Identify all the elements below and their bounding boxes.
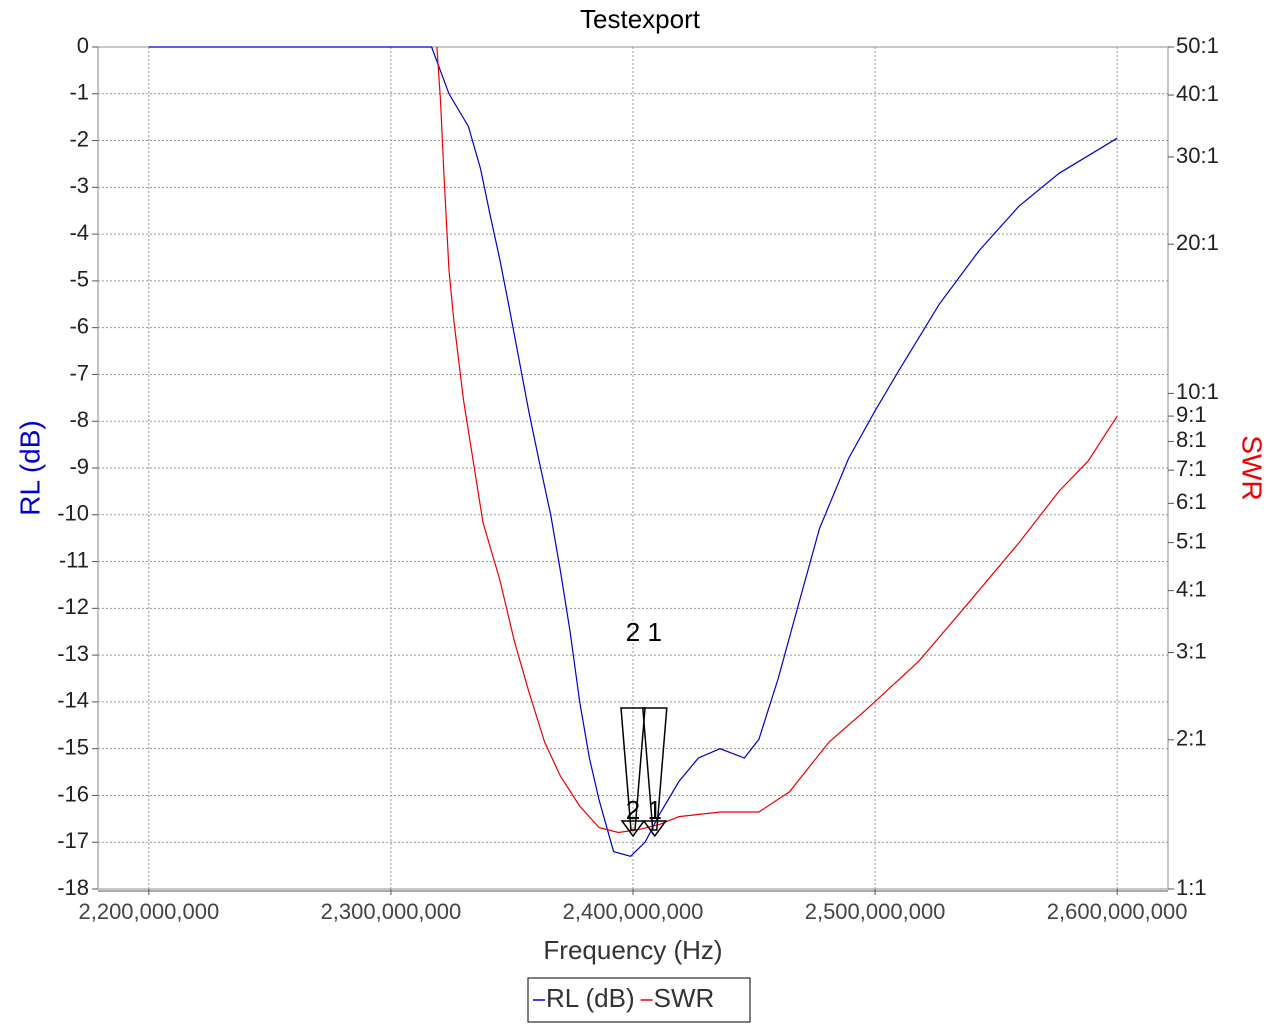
x-tick-label: 2,200,000,000 (78, 899, 219, 924)
y2-tick-label: 20:1 (1176, 230, 1219, 255)
y-tick-label: -7 (69, 360, 89, 385)
legend-label: RL (dB) (546, 983, 635, 1013)
y-tick-label: -9 (69, 454, 89, 479)
y2-tick-label: 7:1 (1176, 456, 1207, 481)
chart-title: Testexport (580, 4, 701, 34)
y2-tick-label: 1:1 (1176, 875, 1207, 900)
y-tick-label: -18 (57, 875, 89, 900)
y2-tick-label: 8:1 (1176, 427, 1207, 452)
marker-triangle (642, 820, 668, 838)
y-tick-label: -11 (59, 547, 89, 572)
y2-tick-label: 30:1 (1176, 143, 1219, 168)
y2-tick-label: 9:1 (1176, 402, 1207, 427)
legend-box (527, 977, 751, 1023)
x-tick-label: 2,300,000,000 (321, 899, 462, 924)
x-tick-label: 2,500,000,000 (805, 899, 946, 924)
marker-triangle (620, 820, 646, 838)
y2-tick-label: 5:1 (1176, 528, 1207, 553)
marker-flag (641, 707, 668, 831)
marker-label: 2 (626, 795, 640, 825)
marker-label: 1 (648, 617, 662, 647)
y-tick-label: -16 (57, 781, 89, 806)
y2-tick-label: 10:1 (1176, 379, 1219, 404)
line-series (148, 46, 1118, 857)
y-tick-label: -14 (57, 688, 89, 713)
x-tick-label: 2,400,000,000 (563, 899, 704, 924)
x-tick-label: 2,600,000,000 (1047, 899, 1188, 924)
legend-label: SWR (654, 983, 715, 1013)
y-tick-label: -10 (57, 501, 89, 526)
marker-label: 1 (648, 795, 662, 825)
y-tick-label: -17 (57, 828, 89, 853)
y-tick-label: -4 (69, 220, 89, 245)
y-tick-label: -1 (69, 80, 89, 105)
y-tick-label: 0 (77, 33, 89, 58)
y-tick-label: -15 (57, 734, 89, 759)
y-tick-label: -3 (69, 173, 89, 198)
y2-tick-label: 50:1 (1176, 33, 1219, 58)
y-tick-label: -12 (57, 594, 89, 619)
y2-tick-label: 4:1 (1176, 576, 1207, 601)
legend: RL (dB) SWR (527, 977, 751, 1023)
y-tick-label: -5 (69, 267, 89, 292)
marker-label: 2 (626, 617, 640, 647)
y2-tick-label: 40:1 (1176, 81, 1219, 106)
y2-axis-label: SWR (1237, 435, 1268, 500)
x-axis-label: Frequency (Hz) (543, 935, 722, 965)
y-tick-label: -6 (69, 313, 89, 338)
y2-tick-label: 2:1 (1176, 726, 1207, 751)
y-tick-label: -8 (69, 407, 89, 432)
y-tick-label: -13 (57, 641, 89, 666)
y-tick-label: -2 (69, 126, 89, 151)
y2-tick-label: 3:1 (1176, 638, 1207, 663)
marker-flag (620, 707, 646, 831)
y2-tick-label: 6:1 (1176, 489, 1207, 514)
y-axis-label: RL (dB) (14, 420, 45, 515)
line-series (436, 46, 1118, 834)
